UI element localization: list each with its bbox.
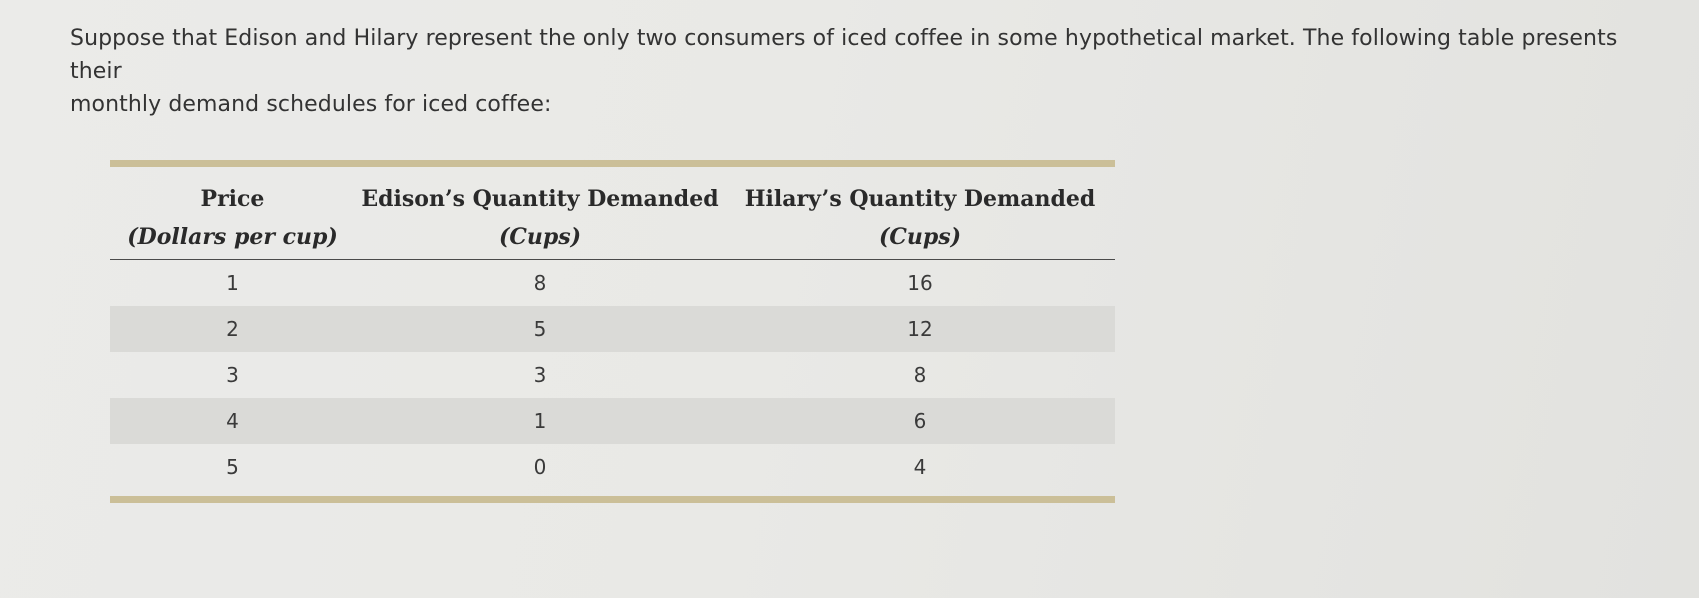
cell-price: 3 [226, 363, 239, 387]
cell-price: 5 [226, 455, 239, 479]
table-row: 5 0 4 [110, 444, 1115, 490]
cell-edison-qty: 0 [533, 455, 547, 479]
table-bottom-rule [110, 496, 1115, 503]
intro-text: Suppose that Edison and Hilary represent… [70, 22, 1670, 121]
cell-hilary-qty: 12 [725, 306, 1115, 352]
cell-hilary-qty: 4 [913, 455, 927, 479]
cell-price: 1 [226, 271, 239, 295]
table-row: 1 8 16 [110, 260, 1115, 307]
table-header-row: Price (Dollars per cup) Edison’s Quantit… [110, 167, 1115, 260]
cell-price: 2 [110, 306, 355, 352]
demand-schedule-table: Price (Dollars per cup) Edison’s Quantit… [110, 160, 1115, 503]
header-hilary-unit: (Cups) [878, 224, 962, 250]
table-row: 2 5 12 [110, 306, 1115, 352]
header-edison: Edison’s Quantity Demanded (Cups) [355, 167, 725, 260]
cell-price: 4 [110, 398, 355, 444]
intro-line-2: monthly demand schedules for iced coffee… [70, 92, 552, 117]
cell-edison-qty: 8 [533, 271, 547, 295]
header-edison-unit: (Cups) [498, 224, 582, 250]
cell-edison-qty: 5 [355, 306, 725, 352]
demand-table: Price (Dollars per cup) Edison’s Quantit… [110, 167, 1115, 490]
cell-hilary-qty: 16 [907, 271, 933, 295]
header-hilary: Hilary’s Quantity Demanded (Cups) [725, 167, 1115, 260]
table-top-rule [110, 160, 1115, 167]
cell-hilary-qty: 6 [725, 398, 1115, 444]
header-price: Price (Dollars per cup) [110, 167, 355, 260]
header-hilary-title: Hilary’s Quantity Demanded [744, 186, 1096, 212]
header-edison-title: Edison’s Quantity Demanded [361, 186, 719, 212]
intro-line-1: Suppose that Edison and Hilary represent… [70, 26, 1618, 84]
cell-edison-qty: 1 [355, 398, 725, 444]
header-price-title: Price [200, 186, 265, 212]
cell-hilary-qty: 8 [913, 363, 927, 387]
table-row: 4 1 6 [110, 398, 1115, 444]
cell-edison-qty: 3 [533, 363, 547, 387]
header-price-unit: (Dollars per cup) [127, 224, 338, 250]
table-row: 3 3 8 [110, 352, 1115, 398]
